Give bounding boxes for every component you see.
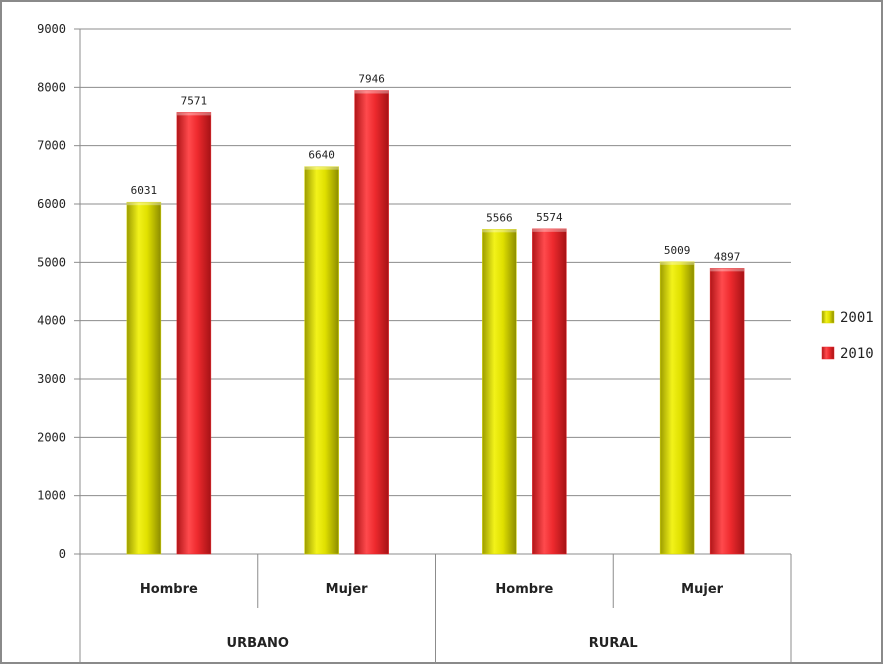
- bar-2010-hombre: [532, 228, 567, 555]
- data-label: 5009: [664, 244, 691, 257]
- bar-cap: [176, 112, 211, 116]
- data-label: 5566: [486, 211, 513, 224]
- y-tick-label: 5000: [37, 255, 66, 269]
- legend-label: 2010: [840, 346, 874, 362]
- y-tick-label: 7000: [37, 139, 66, 153]
- bar-2001-hombre: [126, 201, 162, 555]
- bar-2010-mujer: [709, 268, 745, 555]
- y-tick-label: 9000: [37, 22, 66, 36]
- y-tick-label: 1000: [37, 489, 66, 503]
- y-tick-label: 4000: [37, 314, 66, 328]
- data-label: 6640: [308, 149, 335, 162]
- data-label: 7571: [181, 94, 208, 107]
- group-label: RURAL: [589, 636, 638, 651]
- bar-2010-mujer: [354, 90, 389, 555]
- legend-label: 2001: [840, 310, 874, 326]
- legend: 2001 2010: [821, 310, 874, 362]
- data-label: 5574: [536, 211, 563, 224]
- y-tick-label: 3000: [37, 372, 66, 386]
- y-tick-label: 8000: [37, 80, 66, 94]
- legend-swatch: [821, 310, 835, 324]
- data-label: 7946: [358, 72, 385, 85]
- bar-cap: [126, 202, 161, 206]
- bar-cap: [660, 261, 695, 265]
- bar-cap: [710, 268, 745, 272]
- bar-cap: [304, 166, 339, 170]
- bars: [126, 90, 745, 555]
- data-labels: 6031 6640 5566 5009 7571 7946 5574 4897: [131, 72, 741, 263]
- data-label: 4897: [714, 250, 741, 263]
- group-label: URBANO: [227, 636, 289, 651]
- axes: 0 1000 2000 3000 4000 5000 6000 7000 8000 9000: [37, 22, 81, 664]
- category-label: Hombre: [140, 582, 198, 597]
- bar-2001-mujer: [304, 166, 339, 555]
- y-tick-label: 0: [59, 547, 66, 561]
- bar-cap: [532, 228, 567, 232]
- category-label: Mujer: [681, 582, 723, 597]
- legend-swatch: [821, 346, 835, 360]
- bar-2001-mujer: [659, 261, 695, 555]
- y-tick-label: 2000: [37, 430, 66, 444]
- bar-2010-hombre: [176, 112, 212, 555]
- category-label: Mujer: [326, 582, 368, 597]
- category-axis: Hombre Mujer Hombre Mujer URBANO RURAL: [140, 554, 792, 664]
- category-label: Hombre: [495, 582, 553, 597]
- y-tick-label: 6000: [37, 197, 66, 211]
- bar-cap: [354, 90, 389, 94]
- bar-2001-hombre: [482, 229, 517, 555]
- bar-cap: [482, 229, 517, 233]
- data-label: 6031: [131, 184, 158, 197]
